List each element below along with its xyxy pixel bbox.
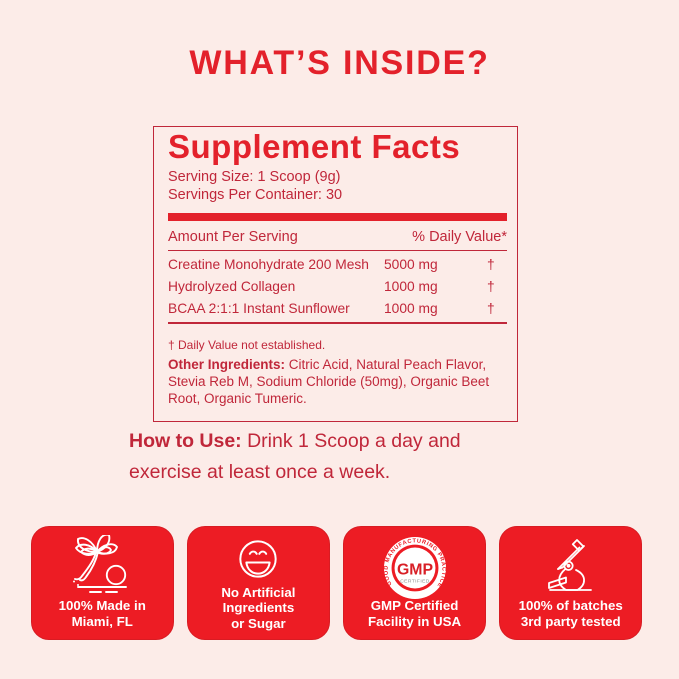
svg-text:CERTIFIED: CERTIFIED <box>400 579 430 585</box>
svg-text:GMP: GMP <box>397 562 433 579</box>
